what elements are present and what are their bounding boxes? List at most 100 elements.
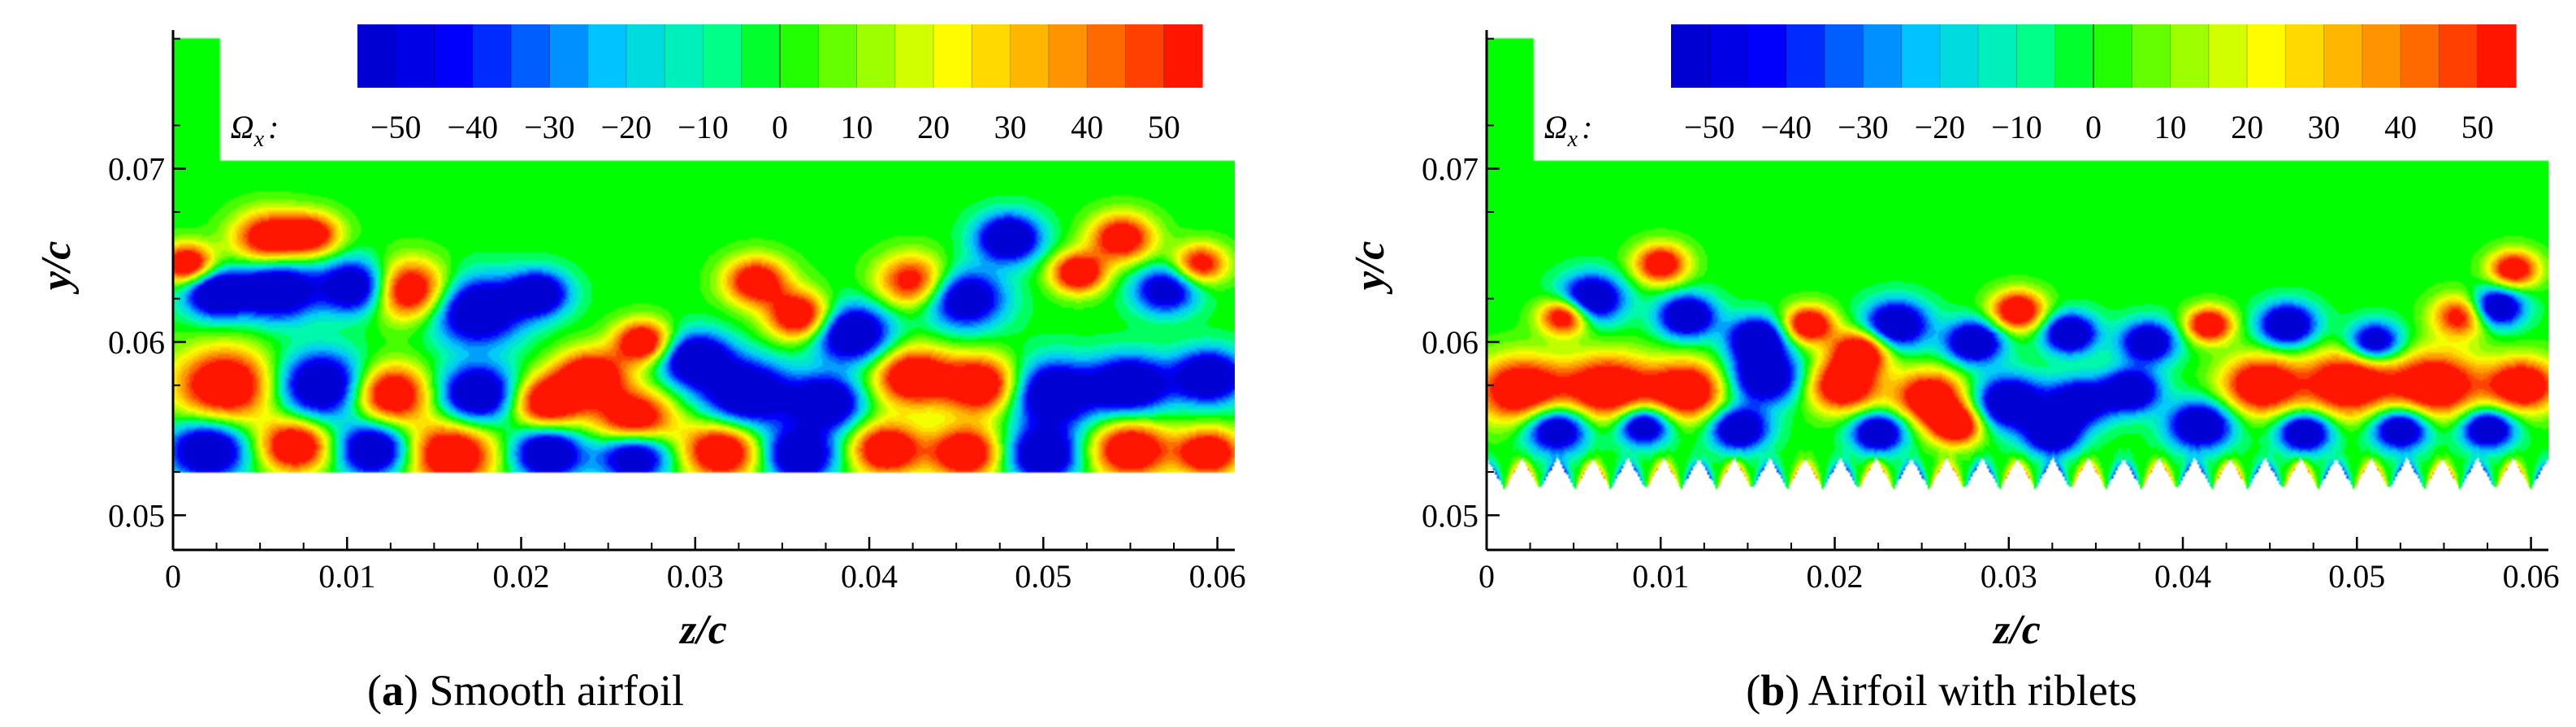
colorbar-tick-label: 30: [994, 109, 1027, 145]
colorbar-segment: [933, 24, 972, 88]
colorbar-tick-label: 40: [1071, 109, 1103, 145]
y-tick-label: 0.05: [1422, 497, 1478, 534]
panel-b-colorbar-variable: Ωx :: [1544, 109, 1593, 152]
colorbar-tick-label: 0: [2085, 109, 2102, 145]
x-tick-label: 0.02: [493, 558, 550, 595]
colorbar-tick-label: −40: [448, 109, 499, 145]
panel-a-xlabel: z/c: [678, 607, 727, 653]
colorbar-tick-label: −30: [524, 109, 575, 145]
colorbar-segment: [2439, 24, 2479, 88]
x-tick-label: 0.05: [1015, 558, 1072, 595]
x-tick-label: 0.04: [841, 558, 898, 595]
colorbar-segment: [1010, 24, 1050, 88]
colorbar-tick-label: 40: [2384, 109, 2417, 145]
panel-b-ylabel: y/c: [1347, 241, 1393, 296]
colorbar-segment: [2132, 24, 2171, 88]
colorbar-segment: [1786, 24, 1825, 88]
colorbar-segment: [856, 24, 896, 88]
colorbar-tick-label: −30: [1838, 109, 1889, 145]
colorbar-tick-label: 20: [917, 109, 950, 145]
x-tick-label: 0: [165, 558, 181, 595]
colorbar-tick-label: 50: [1148, 109, 1180, 145]
colorbar-segment: [2323, 24, 2363, 88]
colorbar-segment: [2093, 24, 2132, 88]
y-tick-label: 0.05: [108, 497, 165, 534]
panel-a-plot: [173, 30, 1235, 550]
x-tick-label: 0.03: [667, 558, 724, 595]
colorbar-tick-label: −40: [1761, 109, 1812, 145]
colorbar-tick-label: −10: [1991, 109, 2042, 145]
colorbar-tick-label: −20: [1915, 109, 1966, 145]
x-tick-label: 0.05: [2328, 558, 2385, 595]
panel-a-colorbar-symbol: Ω: [231, 109, 254, 145]
colorbar-segment: [587, 24, 627, 88]
panel-a-colorbar-subscript: x: [253, 127, 265, 152]
colorbar-segment: [626, 24, 665, 88]
colorbar-tick-label: 10: [2154, 109, 2187, 145]
colorbar-segment: [1048, 24, 1088, 88]
colorbar-tick-label: 0: [772, 109, 788, 145]
x-tick-label: 0.06: [2503, 558, 2560, 595]
colorbar-tick-label: −50: [1684, 109, 1735, 145]
colorbar-tick-label: 20: [2231, 109, 2263, 145]
colorbar-segment: [2285, 24, 2325, 88]
panel-a-caption: (a) Smooth airfoil: [367, 666, 684, 715]
colorbar-segment: [1863, 24, 1903, 88]
panel-b: 0 0.01 0.02 0.03 0.04 0.05 0.06 0.05 0.06 0.07 z/…: [1347, 24, 2560, 715]
colorbar-tick-label: 10: [841, 109, 873, 145]
colorbar-segment: [1825, 24, 1864, 88]
colorbar-segment: [2170, 24, 2210, 88]
panel-a: 0 0.01 0.02 0.03 0.04 0.05 0.06 0.05 0.06 0.07 z/…: [33, 24, 1246, 715]
colorbar-segment: [1087, 24, 1127, 88]
svg-text::: :: [268, 109, 279, 145]
svg-text:Ωx: Ωx: [1544, 109, 1578, 152]
colorbar-segment: [1671, 24, 1710, 88]
panel-a-ylabel: y/c: [33, 241, 80, 296]
x-tick-label: 0.01: [1632, 558, 1689, 595]
x-tick-label: 0.06: [1189, 558, 1246, 595]
colorbar-segment: [396, 24, 435, 88]
panel-b-vorticity-field: [1487, 30, 2548, 550]
colorbar-segment: [2247, 24, 2286, 88]
panel-b-caption-text: Airfoil with riblets: [1808, 666, 2137, 715]
x-tick-label: 0.01: [318, 558, 375, 595]
colorbar-segment: [2362, 24, 2401, 88]
colorbar-segment: [894, 24, 934, 88]
panel-a-colorbar: −50 −40 −30 −20 −10 0 10 20 30 40 50: [357, 24, 1203, 145]
colorbar-segment: [818, 24, 858, 88]
colorbar-segment: [741, 24, 781, 88]
panel-b-xlabel: z/c: [1992, 607, 2041, 653]
panel-b-colorbar-subscript: x: [1567, 127, 1578, 152]
colorbar-tick-label: −10: [678, 109, 729, 145]
y-tick-label: 0.07: [108, 151, 165, 188]
x-tick-label: 0.03: [1981, 558, 2037, 595]
colorbar-tick-label: −50: [370, 109, 422, 145]
colorbar-segment: [1978, 24, 2018, 88]
panel-b-caption-letter: b: [1760, 666, 1785, 715]
colorbar-segment: [1747, 24, 1787, 88]
panel-b-colorbar-symbol: Ω: [1544, 109, 1568, 145]
colorbar-tick-label: −20: [601, 109, 652, 145]
panel-a-caption-text: Smooth airfoil: [429, 666, 683, 715]
colorbar-segment: [972, 24, 1011, 88]
panel-a-colorbar-variable: Ωx :: [231, 109, 279, 152]
colorbar-segment: [665, 24, 704, 88]
y-tick-label: 0.07: [1422, 151, 1478, 188]
colorbar-segment: [1125, 24, 1165, 88]
colorbar-segment: [1163, 24, 1203, 88]
panel-b-ticks: 0 0.01 0.02 0.03 0.04 0.05 0.06 0.05 0.06 0.07: [1422, 37, 2560, 595]
panel-a-ticks: 0 0.01 0.02 0.03 0.04 0.05 0.06 0.05 0.06 0.07: [108, 37, 1246, 595]
colorbar-segment: [549, 24, 589, 88]
panel-b-plot: [1487, 30, 2548, 550]
colorbar-segment: [780, 24, 819, 88]
colorbar-tick-label: 30: [2308, 109, 2340, 145]
colorbar-segment: [472, 24, 512, 88]
colorbar-segment: [1709, 24, 1749, 88]
x-tick-label: 0: [1478, 558, 1495, 595]
y-tick-label: 0.06: [1422, 324, 1478, 361]
panel-a-vorticity-field: [173, 30, 1235, 550]
colorbar-segment: [1901, 24, 1941, 88]
x-tick-label: 0.04: [2154, 558, 2211, 595]
colorbar-segment: [434, 24, 474, 88]
